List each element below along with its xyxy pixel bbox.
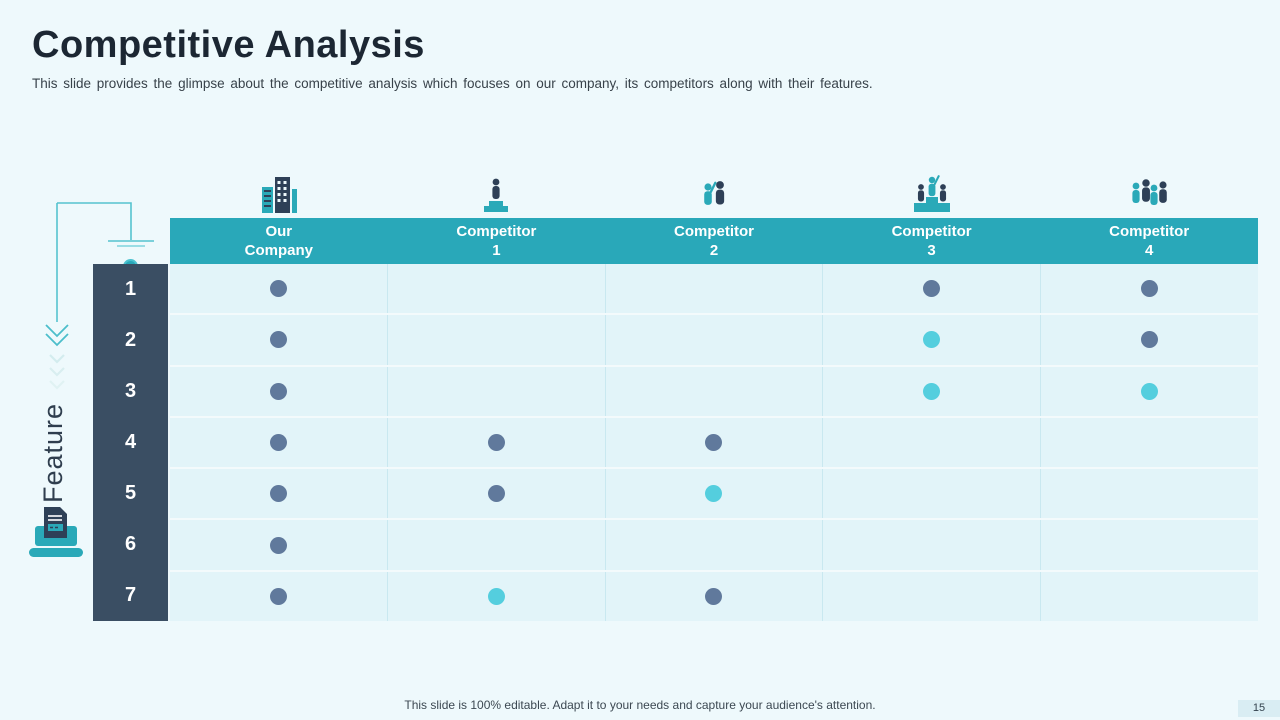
table-cell	[823, 315, 1042, 365]
feature-dot-dark	[487, 485, 505, 503]
feature-number: 6	[124, 533, 137, 555]
table-cell	[823, 366, 1042, 416]
feature-dot-dark	[705, 433, 723, 451]
page-number-badge: 15	[1238, 700, 1280, 717]
table-cell	[823, 264, 1042, 314]
feature-dot-dark	[269, 280, 287, 298]
table-cell	[1041, 418, 1258, 467]
table-cell	[170, 469, 388, 519]
feature-number: 2	[124, 329, 137, 351]
table-cell	[388, 571, 606, 621]
table-header-row: Our Company Competitor 1 Competitor 2 Competit…	[170, 218, 1258, 264]
feature-number: 1	[124, 278, 137, 300]
table-cell	[606, 315, 824, 365]
table-cell	[170, 264, 388, 314]
column-header: Competitor 1	[456, 223, 537, 259]
table-cell	[388, 417, 606, 468]
feature-dot-dark	[1141, 331, 1159, 349]
table-cell	[388, 366, 606, 416]
feature-number-column: 1 2 3 4 5 6 7	[93, 264, 168, 621]
table-cell	[823, 520, 1042, 570]
feature-number: 3	[124, 380, 137, 402]
feature-dot-cyan	[923, 382, 941, 400]
page-subtitle: This slide provides the glimpse about th…	[32, 76, 873, 91]
table-row	[170, 417, 1258, 470]
table-cell	[1041, 367, 1258, 416]
table-cell	[388, 315, 606, 365]
column-header: Our Company	[244, 223, 313, 259]
connector-lines-decoration	[45, 202, 154, 390]
table-cell	[1041, 469, 1258, 518]
table-cell	[388, 469, 606, 519]
table-cell	[1041, 315, 1258, 364]
table-cell	[606, 571, 824, 621]
table-cell	[606, 469, 824, 519]
table-row	[170, 520, 1258, 572]
page-title: Competitive Analysis	[32, 24, 425, 66]
feature-dot-dark	[923, 280, 941, 298]
table-cell	[388, 520, 606, 570]
table-body	[170, 264, 1258, 621]
feature-number: 4	[124, 431, 137, 453]
table-row	[170, 264, 1258, 316]
table-cell	[388, 264, 606, 314]
icons-row	[170, 174, 1258, 216]
feature-dot-dark	[269, 331, 287, 349]
table-cell	[823, 469, 1042, 519]
feature-dot-dark	[269, 382, 287, 400]
feature-dot-dark	[269, 433, 287, 451]
table-cell	[170, 417, 388, 468]
feature-dot-dark	[487, 433, 505, 451]
people-group-icon	[1040, 174, 1258, 216]
table-cell	[606, 520, 824, 570]
feature-dot-cyan	[487, 587, 505, 605]
table-cell	[170, 366, 388, 416]
feature-dot-dark	[1141, 280, 1159, 298]
document-laptop-icon	[29, 507, 83, 557]
table-cell	[170, 520, 388, 570]
person-podium-icon	[388, 174, 606, 216]
table-row	[170, 366, 1258, 418]
table-cell	[170, 571, 388, 621]
table-cell	[1041, 520, 1258, 569]
winners-podium-icon	[823, 174, 1041, 216]
feature-dot-dark	[269, 485, 287, 503]
feature-dot-dark	[269, 536, 287, 554]
buildings-icon	[170, 174, 388, 216]
table-cell	[606, 264, 824, 314]
two-people-icon	[605, 174, 823, 216]
feature-axis-label: Feature	[38, 402, 68, 504]
feature-number: 7	[124, 584, 137, 606]
table-row	[170, 315, 1258, 367]
feature-dot-dark	[705, 587, 723, 605]
feature-dot-dark	[269, 587, 287, 605]
table-cell	[823, 417, 1042, 468]
table-cell	[823, 571, 1042, 621]
table-cell	[606, 366, 824, 416]
column-header: Competitor 2	[673, 223, 754, 259]
table-row	[170, 469, 1258, 521]
feature-dot-cyan	[923, 331, 941, 349]
footer-note: This slide is 100% editable. Adapt it to…	[404, 698, 876, 712]
table-cell	[606, 417, 824, 468]
feature-dot-cyan	[705, 485, 723, 503]
table-cell	[1041, 264, 1258, 313]
table-cell	[1041, 572, 1258, 621]
column-header: Competitor 4	[1109, 223, 1190, 259]
chevron-down-icon	[45, 324, 69, 347]
column-header: Competitor 3	[891, 223, 972, 259]
faded-chevron-down-icons	[49, 354, 65, 390]
feature-number: 5	[124, 482, 137, 504]
feature-dot-cyan	[1141, 382, 1159, 400]
table-cell	[170, 315, 388, 365]
table-row	[170, 571, 1258, 621]
